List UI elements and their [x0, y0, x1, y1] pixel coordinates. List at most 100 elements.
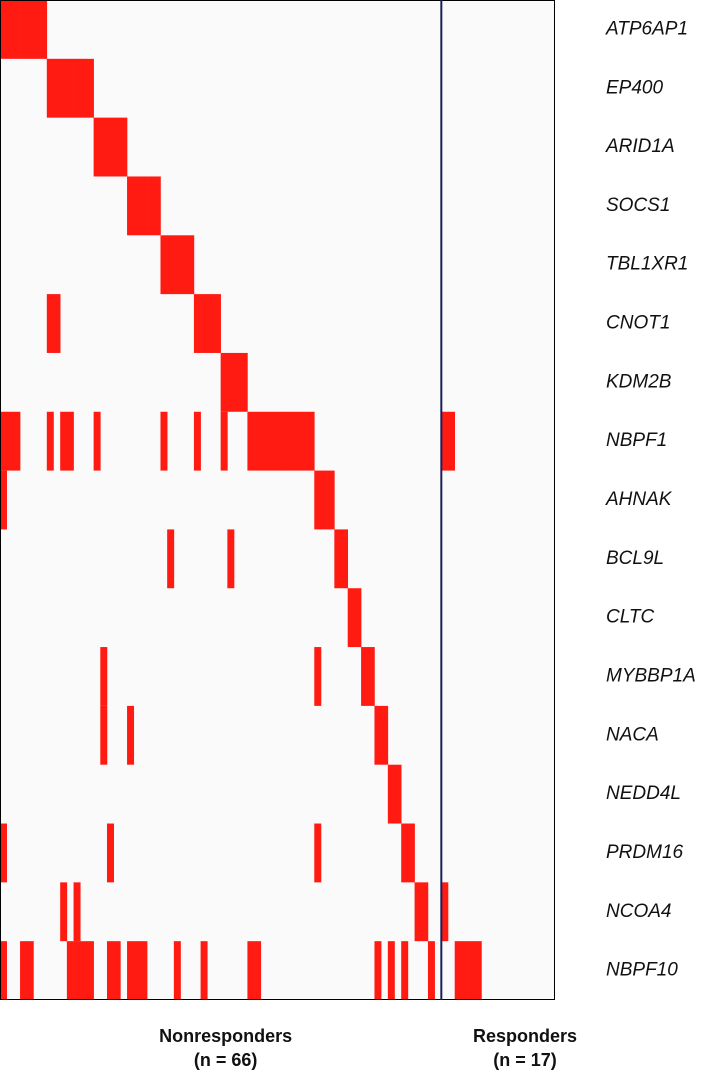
- mutation-cell: [53, 294, 61, 353]
- mutation-cell: [100, 705, 108, 765]
- mutation-cell: [320, 470, 328, 530]
- plot-border: [0, 0, 555, 1000]
- gene-label: NBPF1: [606, 430, 667, 451]
- mutation-cell: [173, 941, 181, 1000]
- mutation-cell: [106, 823, 114, 883]
- mutation-cell: [307, 411, 315, 471]
- mutation-cell: [106, 941, 114, 1000]
- mutation-cell: [300, 411, 308, 471]
- mutation-cell: [401, 941, 409, 1000]
- mutation-cell: [448, 411, 455, 471]
- mutation-cell: [133, 176, 141, 236]
- mutation-cell: [254, 411, 262, 471]
- mutation-cell: [140, 176, 148, 236]
- gene-label: ATP6AP1: [605, 18, 688, 39]
- mutation-cell: [341, 529, 349, 589]
- mutation-cell: [274, 411, 282, 471]
- mutation-cell: [387, 941, 395, 1000]
- mutation-cell: [227, 352, 235, 412]
- gene-label: CLTC: [606, 607, 654, 628]
- mutation-cell: [260, 411, 268, 471]
- mutation-cell: [127, 705, 135, 765]
- gene-label: ARID1A: [605, 136, 675, 157]
- mutation-cell: [6, 411, 14, 471]
- mutation-cell: [427, 941, 435, 1000]
- mutation-cell: [0, 411, 7, 471]
- mutation-cell: [474, 941, 482, 1000]
- mutation-cell: [234, 352, 242, 412]
- group-count: (n = 66): [194, 1050, 258, 1070]
- mutation-cell: [100, 647, 108, 706]
- mutation-cell: [40, 0, 48, 59]
- mutation-cell: [200, 294, 208, 353]
- group-label: Responders: [473, 1026, 577, 1046]
- mutation-cell: [207, 294, 215, 353]
- mutation-cell: [367, 647, 375, 706]
- mutation-cell: [140, 941, 148, 1000]
- plot-area: [0, 0, 555, 1000]
- mutation-cell: [46, 411, 54, 471]
- mutation-cell: [240, 352, 248, 412]
- mutation-cell: [334, 529, 342, 589]
- mutation-cell: [454, 941, 462, 1000]
- mutation-cell: [294, 411, 302, 471]
- mutation-cell: [374, 941, 382, 1000]
- mutation-cell: [200, 941, 208, 1000]
- mutation-cell: [20, 0, 28, 59]
- mutation-cell: [127, 176, 135, 236]
- mutation-cell: [387, 764, 395, 824]
- mutation-cell: [374, 705, 382, 765]
- gene-label: NEDD4L: [606, 783, 681, 804]
- mutation-cell: [354, 588, 362, 648]
- mutation-cell: [160, 235, 168, 295]
- mutation-cell: [247, 941, 255, 1000]
- mutation-cell: [167, 529, 175, 589]
- gene-label: MYBBP1A: [606, 665, 696, 686]
- mutation-cell: [100, 117, 108, 177]
- mutation-cell: [73, 941, 81, 1000]
- mutation-cell: [173, 235, 181, 295]
- mutation-cell: [193, 294, 201, 353]
- mutation-cell: [153, 176, 161, 236]
- mutation-cell: [86, 941, 94, 1000]
- mutation-cell: [106, 117, 114, 177]
- mutation-cell: [113, 941, 121, 1000]
- mutation-cell: [60, 882, 68, 942]
- mutation-cell: [0, 823, 7, 883]
- mutation-cell: [147, 176, 155, 236]
- mutation-cell: [227, 529, 235, 589]
- mutation-cell: [60, 58, 68, 118]
- mutation-cell: [193, 411, 201, 471]
- mutation-cell: [26, 0, 34, 59]
- mutation-cell: [73, 882, 81, 942]
- mutation-cell: [314, 647, 322, 706]
- mutation-cell: [133, 941, 141, 1000]
- mutation-cell: [86, 58, 94, 118]
- mutation-cell: [73, 58, 81, 118]
- mutation-cell: [401, 823, 409, 883]
- mutation-cell: [414, 882, 422, 942]
- mutation-cell: [347, 588, 355, 648]
- mutation-cell: [441, 882, 449, 942]
- mutation-cell: [267, 411, 275, 471]
- mutation-cell: [287, 411, 295, 471]
- mutation-cell: [213, 294, 221, 353]
- mutation-cell: [46, 294, 54, 353]
- mutation-cell: [327, 470, 335, 530]
- group-label: Nonresponders: [159, 1026, 292, 1046]
- gene-label: NBPF10: [606, 960, 678, 981]
- group-count: (n = 17): [493, 1050, 557, 1070]
- mutation-cell: [6, 0, 14, 59]
- mutation-cell: [0, 0, 7, 59]
- mutation-cell: [33, 0, 41, 59]
- mutation-cell: [60, 411, 68, 471]
- mutation-cell: [66, 411, 74, 471]
- mutation-cell: [220, 352, 228, 412]
- mutation-cell: [20, 941, 28, 1000]
- mutation-cell: [441, 411, 449, 471]
- mutation-cell: [407, 823, 415, 883]
- mutation-cell: [93, 411, 101, 471]
- mutation-cell: [0, 941, 7, 1000]
- mutation-cell: [254, 941, 262, 1000]
